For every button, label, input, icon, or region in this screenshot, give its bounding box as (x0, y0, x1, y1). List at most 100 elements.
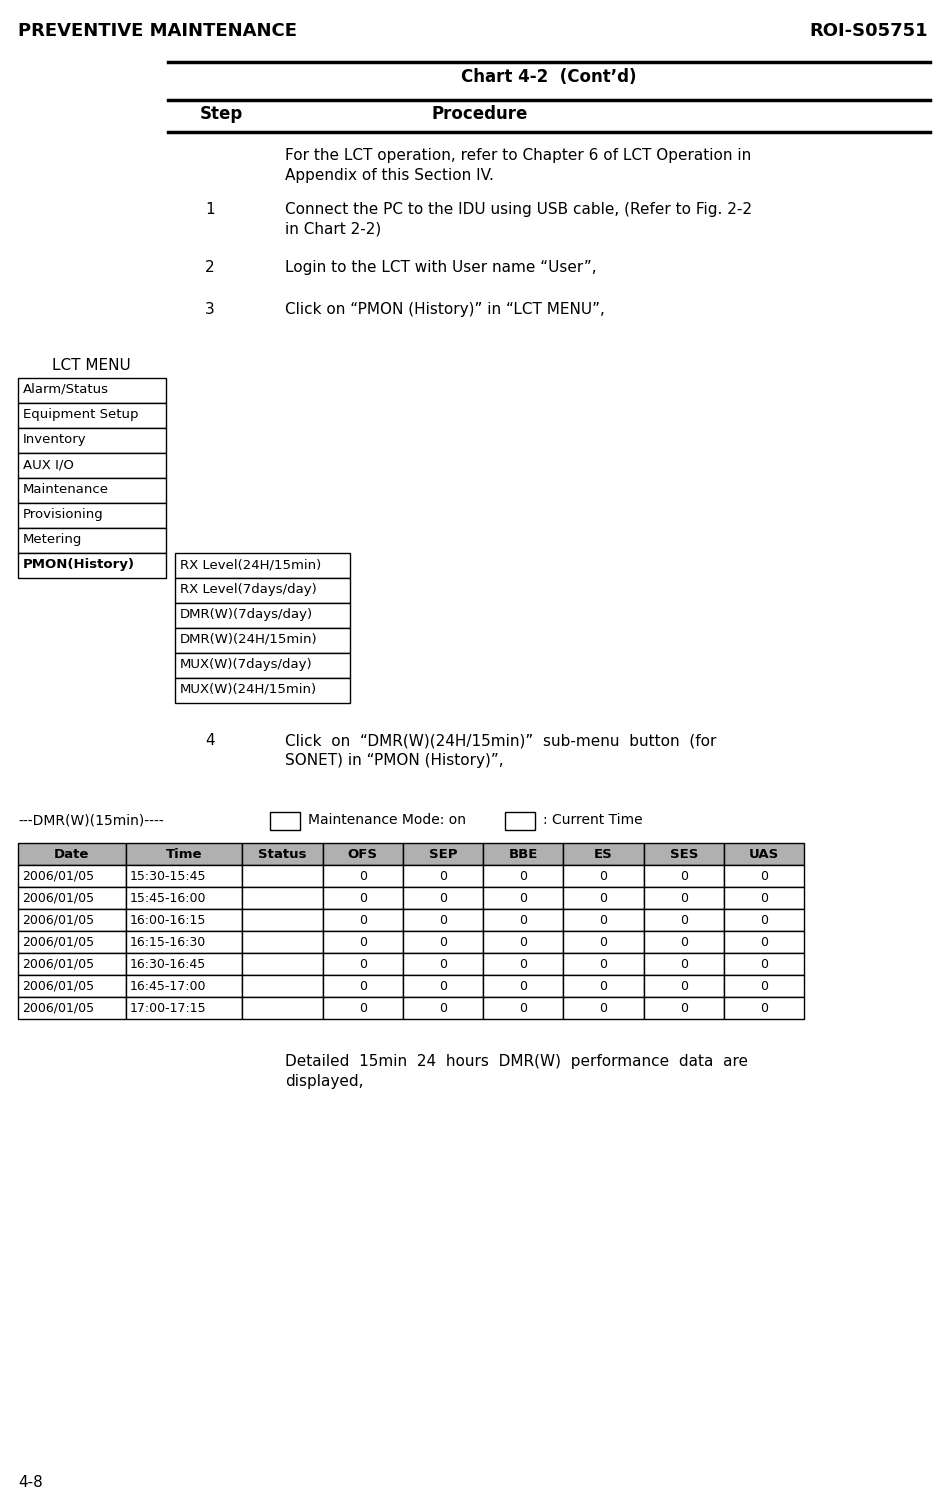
Bar (403, 864, 483, 887)
Text: 0: 0 (359, 869, 367, 882)
Bar (323, 864, 403, 887)
Text: 0: 0 (439, 936, 447, 948)
Text: PMON(History): PMON(History) (23, 558, 135, 570)
Bar (564, 953, 643, 975)
Text: 0: 0 (680, 1002, 688, 1015)
Bar (126, 997, 242, 1020)
Text: AUX I/O: AUX I/O (23, 458, 74, 470)
Bar (483, 844, 564, 864)
Bar (323, 953, 403, 975)
Text: UAS: UAS (749, 848, 780, 860)
Text: Alarm/Status: Alarm/Status (23, 384, 109, 396)
Bar (505, 812, 535, 830)
Text: For the LCT operation, refer to Chapter 6 of LCT Operation in: For the LCT operation, refer to Chapter … (285, 148, 751, 163)
Text: 0: 0 (600, 979, 607, 993)
Text: SONET) in “PMON (History)”,: SONET) in “PMON (History)”, (285, 752, 503, 767)
Bar (564, 997, 643, 1020)
Text: 0: 0 (760, 957, 768, 970)
Text: 2: 2 (205, 260, 215, 275)
Text: Equipment Setup: Equipment Setup (23, 408, 138, 421)
Text: RX Level(24H/15min): RX Level(24H/15min) (180, 558, 322, 570)
Text: Metering: Metering (23, 533, 82, 546)
Bar (643, 932, 724, 953)
Text: 2006/01/05: 2006/01/05 (22, 869, 94, 882)
Bar (18, 552, 166, 578)
Text: Appendix of this Section IV.: Appendix of this Section IV. (285, 169, 494, 184)
Bar (126, 932, 242, 953)
Text: Login to the LCT with User name “User”,: Login to the LCT with User name “User”, (285, 260, 597, 275)
Bar (323, 997, 403, 1020)
Text: SES: SES (670, 848, 698, 860)
Text: 0: 0 (519, 891, 527, 905)
Bar (175, 652, 350, 678)
Bar (724, 997, 804, 1020)
Text: 0: 0 (760, 914, 768, 927)
Bar (483, 953, 564, 975)
Text: 0: 0 (680, 914, 688, 927)
Text: 15:30-15:45: 15:30-15:45 (130, 869, 206, 882)
Bar (242, 844, 323, 864)
Text: PREVENTIVE MAINTENANCE: PREVENTIVE MAINTENANCE (18, 22, 297, 40)
Text: 0: 0 (359, 1002, 367, 1015)
Bar (403, 997, 483, 1020)
Text: 0: 0 (600, 869, 607, 882)
Bar (724, 887, 804, 909)
Bar (643, 997, 724, 1020)
Text: 0: 0 (760, 869, 768, 882)
Bar (483, 975, 564, 997)
Bar (18, 478, 166, 503)
Bar (18, 932, 126, 953)
Text: 0: 0 (760, 891, 768, 905)
Bar (18, 887, 126, 909)
Bar (483, 997, 564, 1020)
Bar (18, 953, 126, 975)
Text: 16:00-16:15: 16:00-16:15 (130, 914, 206, 927)
Bar (18, 403, 166, 428)
Text: Click  on  “DMR(W)(24H/15min)”  sub-menu  button  (for: Click on “DMR(W)(24H/15min)” sub-menu bu… (285, 733, 716, 748)
Text: SEP: SEP (429, 848, 457, 860)
Text: Click on “PMON (History)” in “LCT MENU”,: Click on “PMON (History)” in “LCT MENU”, (285, 302, 604, 317)
Bar (564, 864, 643, 887)
Text: 0: 0 (359, 957, 367, 970)
Bar (724, 844, 804, 864)
Text: 0: 0 (600, 914, 607, 927)
Bar (564, 887, 643, 909)
Text: Maintenance Mode: on: Maintenance Mode: on (308, 814, 466, 827)
Text: 0: 0 (519, 936, 527, 948)
Bar (403, 932, 483, 953)
Text: 0: 0 (760, 936, 768, 948)
Text: 17:00-17:15: 17:00-17:15 (130, 1002, 206, 1015)
Text: 0: 0 (359, 891, 367, 905)
Bar (643, 887, 724, 909)
Text: 0: 0 (760, 1002, 768, 1015)
Bar (323, 844, 403, 864)
Text: 0: 0 (519, 979, 527, 993)
Text: 0: 0 (439, 979, 447, 993)
Bar (643, 844, 724, 864)
Bar (242, 953, 323, 975)
Text: 0: 0 (519, 869, 527, 882)
Bar (126, 887, 242, 909)
Bar (270, 812, 300, 830)
Bar (483, 887, 564, 909)
Bar (242, 932, 323, 953)
Bar (724, 932, 804, 953)
Text: RX Level(7days/day): RX Level(7days/day) (180, 582, 317, 596)
Text: Procedure: Procedure (431, 105, 528, 122)
Bar (18, 529, 166, 552)
Bar (323, 975, 403, 997)
Bar (18, 452, 166, 478)
Text: 0: 0 (439, 1002, 447, 1015)
Text: 0: 0 (519, 914, 527, 927)
Bar (18, 503, 166, 529)
Bar (175, 678, 350, 703)
Text: 0: 0 (439, 914, 447, 927)
Text: 4-8: 4-8 (18, 1475, 43, 1490)
Text: LCT MENU: LCT MENU (52, 358, 131, 373)
Bar (323, 932, 403, 953)
Bar (643, 975, 724, 997)
Bar (18, 997, 126, 1020)
Text: 0: 0 (359, 979, 367, 993)
Bar (18, 378, 166, 403)
Bar (175, 629, 350, 652)
